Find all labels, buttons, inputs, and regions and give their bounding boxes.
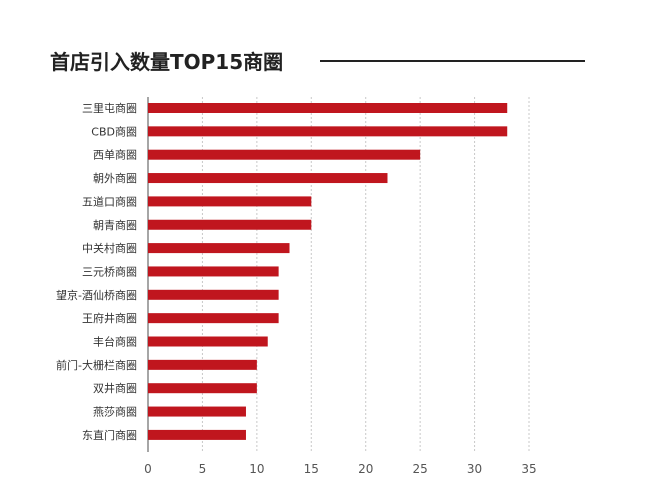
bar <box>148 243 290 254</box>
bar <box>148 336 268 347</box>
bar <box>148 149 421 160</box>
category-label: CBD商圈 <box>91 124 137 138</box>
bar <box>148 103 508 113</box>
category-label: 三里屯商圈 <box>82 101 137 115</box>
x-tick-label: 20 <box>358 462 373 476</box>
bar <box>148 196 312 207</box>
bar <box>148 173 388 184</box>
x-tick-label: 15 <box>304 462 319 476</box>
category-label: 双井商圈 <box>93 381 137 395</box>
title-rule <box>320 60 585 62</box>
category-label: 朝青商圈 <box>93 218 137 232</box>
bar <box>148 126 508 137</box>
x-tick-label: 10 <box>249 462 264 476</box>
category-label: 王府井商圈 <box>82 311 137 325</box>
category-label: 三元桥商圈 <box>82 264 137 278</box>
category-label: 丰台商圈 <box>93 335 137 349</box>
bar <box>148 406 246 417</box>
bar <box>148 266 279 277</box>
category-label: 朝外商圈 <box>93 171 137 185</box>
x-tick-label: 25 <box>413 462 428 476</box>
bar <box>148 383 257 394</box>
category-label: 西单商圈 <box>93 148 137 162</box>
x-tick-label: 30 <box>467 462 482 476</box>
x-tick-label: 0 <box>144 462 152 476</box>
category-label: 燕莎商圈 <box>93 405 137 419</box>
x-tick-label: 35 <box>521 462 536 476</box>
bar <box>148 289 279 300</box>
bar <box>148 219 312 230</box>
x-tick-label: 5 <box>199 462 207 476</box>
bar <box>148 429 246 440</box>
bar <box>148 359 257 370</box>
category-label: 前门-大栅栏商圈 <box>56 358 137 372</box>
bar <box>148 313 279 324</box>
chart-title: 首店引入数量TOP15商圈 <box>50 50 284 74</box>
category-label: 五道口商圈 <box>82 194 137 208</box>
category-label: 东直门商圈 <box>82 428 137 442</box>
category-label: 中关村商圈 <box>82 241 137 255</box>
category-label: 望京-酒仙桥商圈 <box>56 288 137 302</box>
